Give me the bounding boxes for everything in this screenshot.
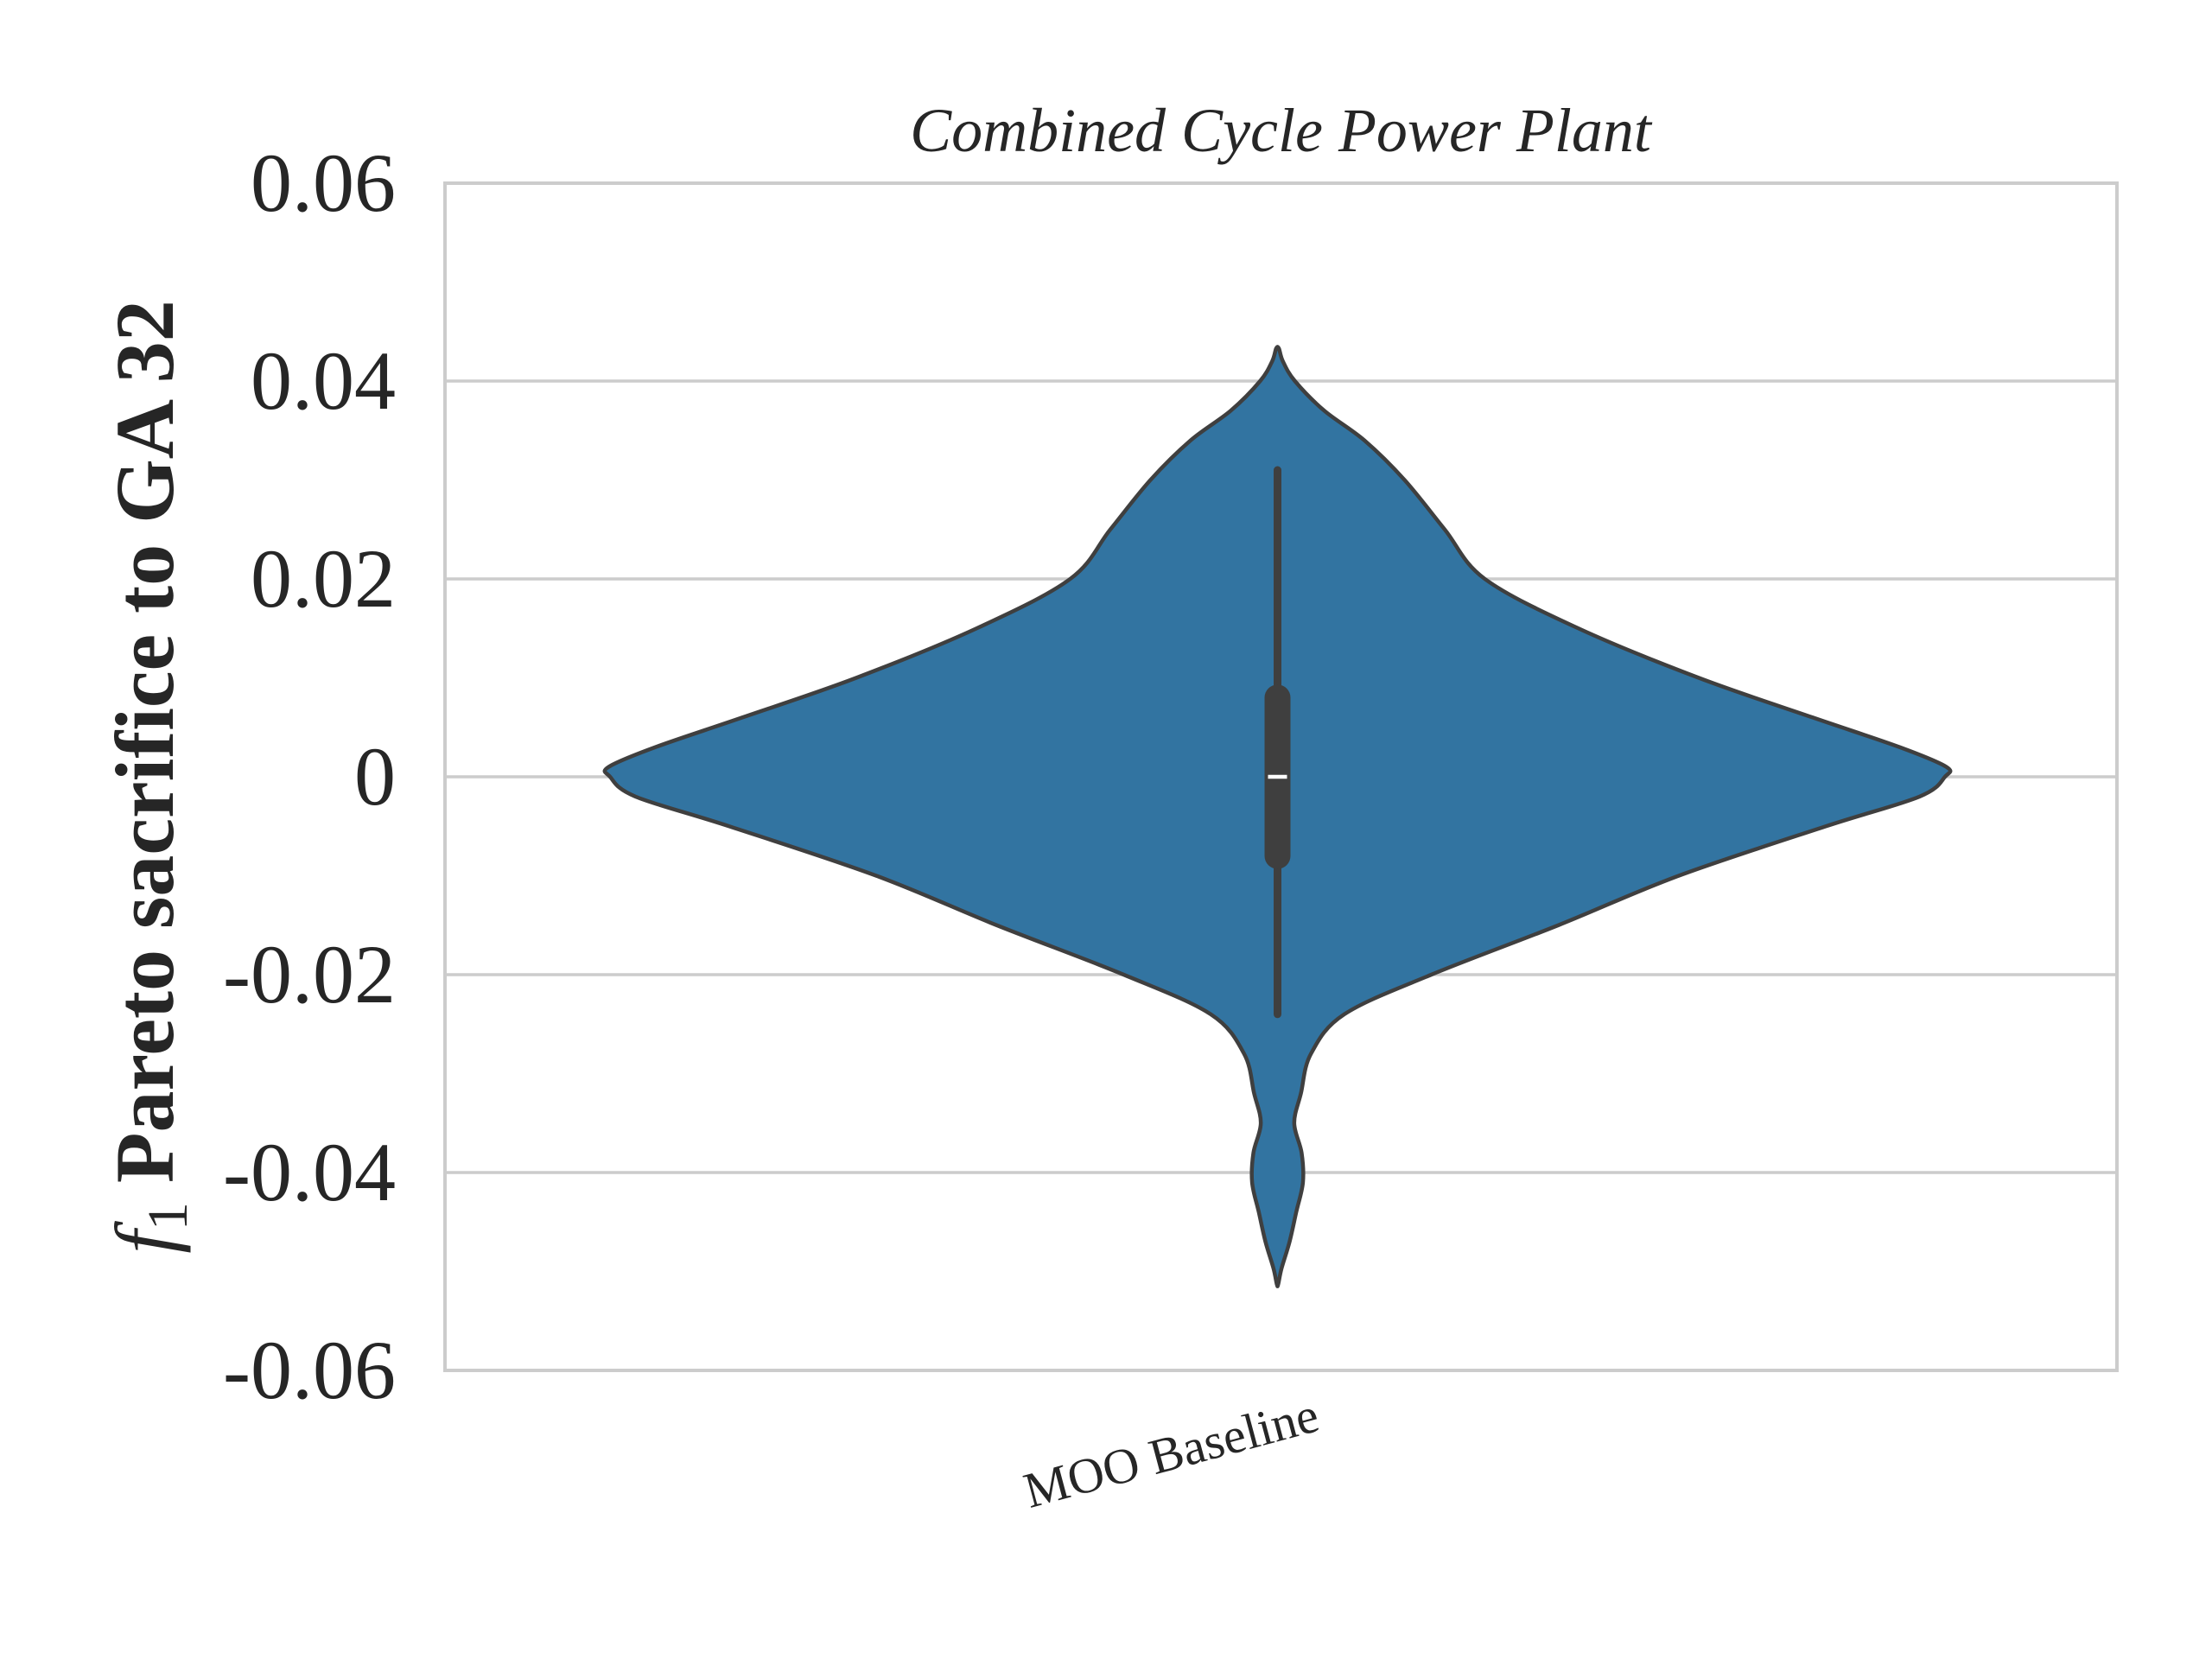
y-tick-label: 0.04	[251, 334, 396, 427]
y-axis-label: f1Pareto sacrifice to GA 32	[99, 300, 200, 1254]
plot-frame	[443, 181, 2119, 1372]
y-tick-label: 0	[354, 730, 396, 823]
violin-layer	[602, 345, 1953, 1288]
y-tick-labels: 0.06 0.04 0.02 0 -0.02 -0.04 -0.06	[223, 137, 396, 1416]
x-tick-labels: MOO Baseline	[1018, 1387, 1324, 1519]
chart-title: Combined Cycle Power Plant	[910, 96, 1653, 165]
x-tick-label: MOO Baseline	[1018, 1387, 1324, 1519]
y-axis-label-text: Pareto sacrifice to GA 32	[99, 300, 191, 1183]
y-axis-label-subscript: 1	[137, 1202, 200, 1230]
y-tick-label: -0.06	[223, 1324, 396, 1416]
y-tick-label: 0.06	[251, 137, 396, 229]
y-tick-label: -0.02	[223, 928, 396, 1020]
y-tick-label: -0.04	[223, 1126, 396, 1218]
y-tick-label: 0.02	[251, 532, 396, 625]
